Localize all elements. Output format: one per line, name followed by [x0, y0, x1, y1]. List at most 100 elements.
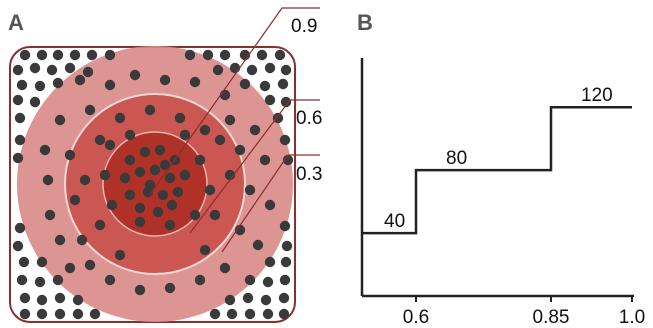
- particle-dot: [256, 49, 268, 61]
- particle-dot: [18, 256, 30, 268]
- particle-dot: [144, 104, 156, 116]
- particle-dot: [224, 114, 236, 126]
- particle-dot: [246, 64, 258, 76]
- particle-dot: [219, 89, 231, 101]
- particle-dot: [209, 308, 221, 320]
- particle-dot: [166, 199, 178, 211]
- particle-dot: [239, 78, 251, 90]
- particle-dot: [244, 308, 256, 320]
- particle-dot: [114, 112, 126, 124]
- step-chart: 40 80 120 0.6 0.85 1.0: [362, 85, 645, 328]
- particle-dot: [154, 144, 166, 156]
- particle-dot: [282, 154, 294, 166]
- callout-line-0.3: [221, 154, 320, 253]
- particle-dot: [272, 112, 284, 124]
- zone-label-0.6: 0.6: [296, 108, 322, 129]
- particle-dot: [199, 244, 211, 256]
- particle-dot: [157, 189, 169, 201]
- particle-dot: [209, 209, 221, 221]
- particle-dot: [129, 69, 141, 81]
- particle-dot: [106, 199, 118, 211]
- particle-dot: [86, 49, 98, 61]
- particle-dot: [99, 169, 111, 181]
- zone-label-0.3: 0.3: [296, 164, 322, 185]
- step-value-label: 120: [581, 85, 613, 106]
- callout-line-0.9: [149, 7, 320, 196]
- particle-dot: [164, 219, 176, 231]
- particle-dot: [19, 49, 31, 61]
- particle-dot: [152, 206, 164, 218]
- particle-dot: [149, 164, 161, 176]
- particle-dot: [84, 104, 96, 116]
- particle-dot: [14, 112, 26, 124]
- x-tick-label: 0.85: [533, 307, 570, 328]
- x-tick-label: 1.0: [619, 307, 645, 328]
- particle-dot: [164, 282, 176, 294]
- particle-dot: [280, 64, 292, 76]
- particle-dot: [54, 114, 66, 126]
- particle-dot: [64, 62, 76, 74]
- particle-dot: [89, 308, 101, 320]
- particle-dots: [12, 49, 294, 320]
- particle-dot: [54, 308, 66, 320]
- particle-dot: [94, 134, 106, 146]
- callout-line-0.6: [189, 99, 320, 234]
- particle-dot: [260, 294, 272, 306]
- particle-dot: [262, 308, 274, 320]
- particle-dot: [134, 202, 146, 214]
- particle-dot: [14, 134, 26, 146]
- particle-dot: [12, 152, 24, 164]
- particle-dot: [84, 259, 96, 271]
- particle-dot: [64, 149, 76, 161]
- particle-dot: [174, 112, 186, 124]
- particle-dot: [278, 308, 290, 320]
- particle-dot: [134, 216, 146, 228]
- particle-dot: [104, 139, 116, 151]
- particle-dot: [184, 49, 196, 61]
- particle-dot: [219, 262, 231, 274]
- particle-dot: [224, 169, 236, 181]
- particle-dot: [274, 49, 286, 61]
- particle-dot: [224, 294, 236, 306]
- particle-dot: [119, 172, 131, 184]
- particle-dot: [264, 199, 276, 211]
- particle-dot: [144, 179, 156, 191]
- particle-dot: [281, 240, 293, 252]
- panel-b: B 40 80 120 0.6 0.85 1.0: [357, 10, 645, 328]
- particle-dot: [159, 159, 171, 171]
- particle-dot: [179, 169, 191, 181]
- particle-dot: [202, 49, 214, 61]
- particle-dot: [29, 62, 41, 74]
- particle-dot: [14, 222, 26, 234]
- particle-dot: [264, 256, 276, 268]
- particle-dot: [279, 274, 291, 286]
- particle-dot: [42, 174, 54, 186]
- particle-dot: [72, 308, 84, 320]
- panel-a-label: A: [8, 10, 24, 35]
- particle-dot: [36, 256, 48, 268]
- particle-dot: [277, 78, 289, 90]
- particle-dot: [214, 134, 226, 146]
- particle-dot: [104, 49, 116, 61]
- particle-dot: [279, 220, 291, 232]
- particle-dot: [194, 154, 206, 166]
- particle-dot: [264, 62, 276, 74]
- particle-dot: [124, 129, 136, 141]
- particle-dot: [29, 96, 41, 108]
- particle-dot: [104, 274, 116, 286]
- particle-dot: [212, 64, 224, 76]
- particle-dot: [124, 154, 136, 166]
- particle-dot: [52, 77, 64, 89]
- particle-dot: [36, 308, 48, 320]
- particle-dot: [252, 239, 264, 251]
- particle-dot: [19, 292, 31, 304]
- step-series-line: [362, 105, 632, 235]
- particle-dot: [16, 274, 28, 286]
- particle-dot: [82, 66, 94, 78]
- particle-dot: [279, 134, 291, 146]
- particle-dot: [54, 292, 66, 304]
- particle-dot: [114, 249, 126, 261]
- particle-dot: [204, 184, 216, 196]
- panel-b-label: B: [357, 10, 373, 35]
